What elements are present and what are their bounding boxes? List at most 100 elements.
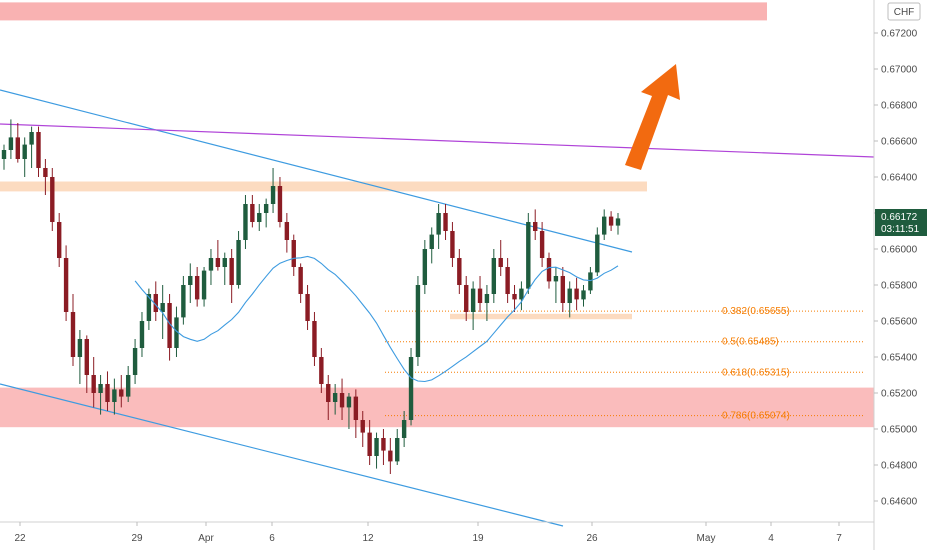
candle-body: [408, 357, 414, 420]
candle: [84, 335, 89, 393]
bullish-arrow: [625, 64, 680, 170]
price-tick-label: 0.65400: [881, 353, 918, 364]
candle-body: [139, 321, 145, 348]
price-tick-label: 0.64800: [881, 461, 918, 472]
candle-body: [188, 276, 193, 285]
candle: [29, 126, 34, 168]
candle: [22, 137, 27, 177]
candle: [450, 222, 455, 267]
candle-body: [533, 222, 538, 231]
candle-body: [381, 438, 386, 451]
price-tick-label: 0.67000: [881, 65, 918, 76]
candle: [257, 204, 262, 231]
candle-body: [77, 339, 83, 357]
candle-body: [112, 389, 117, 402]
price-tick-label: 0.67200: [881, 29, 918, 40]
candle: [201, 267, 207, 307]
candle: [401, 411, 407, 447]
candle: [477, 276, 483, 312]
candle-body: [539, 231, 545, 258]
candle: [353, 389, 359, 438]
candle-body: [615, 218, 621, 226]
candle-body: [277, 186, 283, 222]
candle-body: [291, 240, 296, 267]
candle-body: [505, 267, 510, 294]
candle-body: [105, 384, 110, 402]
candle: [470, 281, 476, 330]
candle: [270, 168, 276, 213]
fib-label-0618: 0.618(0.65315): [722, 367, 790, 378]
candle-body: [567, 288, 572, 303]
candle-body: [125, 375, 131, 397]
candle-body: [250, 204, 255, 222]
price-tick-label: 0.66800: [881, 101, 918, 112]
candle-body: [236, 240, 241, 285]
candle-body: [132, 348, 138, 375]
candle-body: [222, 258, 227, 267]
candle: [1, 144, 7, 170]
time-tick-label: 19: [472, 533, 484, 544]
candle: [326, 375, 331, 420]
resistance-zone: [0, 181, 647, 192]
candle: [615, 213, 621, 235]
candle-body: [560, 276, 566, 303]
candle: [526, 213, 531, 294]
currency-badge[interactable]: [887, 2, 921, 21]
candle-body: [422, 249, 428, 285]
candle: [408, 348, 414, 426]
candle: [194, 267, 200, 307]
candle: [339, 378, 345, 420]
time-tick-label: Apr: [198, 533, 214, 544]
time-tick-label: 6: [269, 533, 275, 544]
candle-body: [29, 132, 34, 145]
candle-body: [388, 450, 393, 462]
time-tick-label: 26: [586, 533, 598, 544]
time-axis: 22 29 Apr 6 12 19 26 May 4 7: [0, 521, 874, 544]
candle: [422, 240, 428, 294]
candle-body: [56, 222, 62, 258]
candle: [146, 288, 152, 330]
candle-body: [401, 420, 407, 438]
candle: [567, 281, 572, 318]
candle-body: [526, 222, 531, 289]
candle: [332, 384, 338, 415]
candle-body: [91, 375, 96, 393]
candle: [243, 195, 248, 249]
long-term-resistance: [0, 123, 875, 158]
price-tick-label: 0.66400: [881, 173, 918, 184]
descending-channel-lower: [0, 383, 564, 527]
candle: [498, 240, 503, 276]
candle: [305, 285, 310, 330]
candle: [312, 312, 317, 366]
currency-label: CHF: [894, 7, 915, 18]
candle: [539, 222, 545, 267]
price-axis: 0.672000.670000.668000.666000.664000.662…: [873, 0, 918, 550]
candle-body: [374, 438, 379, 456]
candle: [436, 204, 441, 249]
candle: [381, 429, 386, 465]
last-price-marker: [875, 209, 927, 236]
candle: [263, 198, 269, 228]
candle: [43, 159, 48, 195]
candle-body: [257, 213, 262, 222]
candle: [595, 227, 600, 276]
candle: [188, 263, 193, 303]
candle-body: [346, 396, 352, 408]
candle-body: [319, 357, 324, 384]
candle-body: [436, 213, 441, 235]
candle-body: [215, 258, 221, 267]
candle-body: [484, 294, 490, 303]
candle: [112, 378, 117, 415]
candle-body: [1, 150, 7, 159]
fib-label-0786: 0.786(0.65074): [722, 411, 790, 422]
candle: [360, 411, 365, 447]
candle: [132, 339, 138, 384]
candle-body: [229, 258, 234, 285]
candle-body: [146, 294, 152, 321]
candle-body: [464, 285, 469, 312]
price-tick-label: 0.65200: [881, 389, 918, 400]
candle-body: [491, 258, 497, 294]
time-tick-label: May: [697, 533, 716, 544]
